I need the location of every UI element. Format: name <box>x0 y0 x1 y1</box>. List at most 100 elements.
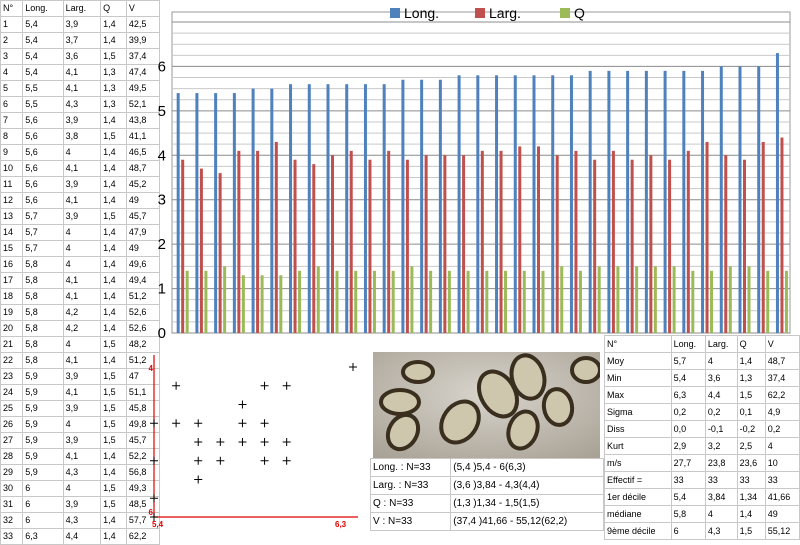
table-cell: 5,6 <box>22 176 64 193</box>
table-cell: 49,3 <box>125 480 161 497</box>
table-cell: 33 <box>0 528 24 545</box>
table-row: 4 5,4 4,1 1,3 47,4 <box>0 64 161 81</box>
bar-q <box>728 266 732 333</box>
table-row: 8 5,6 3,8 1,5 41,1 <box>0 128 161 145</box>
table-cell: 5,4 <box>670 369 706 387</box>
scatter-point <box>150 513 158 521</box>
table-cell: 5,9 <box>22 416 64 433</box>
bar-larg <box>480 150 484 333</box>
table-row: 15 5,7 4 1,4 49 <box>0 240 161 257</box>
table-cell: 1,4 <box>100 272 127 289</box>
table-header-cell: N° <box>604 335 672 353</box>
bar-q <box>653 266 657 333</box>
table-header-cell: V <box>764 335 800 353</box>
table-cell: 62,2 <box>764 386 800 404</box>
bar-chart: 0 1 2 3 4 5 6 Long. Larg. Q <box>150 0 800 345</box>
scatter-plot: 4,4 3,6 5,4 6,3 <box>142 345 370 533</box>
table-cell: 12 <box>0 192 24 209</box>
table-cell: 23 <box>0 368 24 385</box>
table-cell: 8 <box>0 128 24 145</box>
table-cell: 5,7 <box>22 208 64 225</box>
table-cell: 1,5 <box>736 386 766 404</box>
table-cell: 45,7 <box>125 208 161 225</box>
scatter-point <box>172 419 181 428</box>
scatter-point <box>260 419 269 428</box>
bar-larg <box>218 173 222 333</box>
table-cell: 5,6 <box>22 192 64 209</box>
table-cell: 52,6 <box>125 320 161 337</box>
bar-q <box>298 270 302 333</box>
bar-long <box>663 70 667 333</box>
bar-long <box>195 93 199 333</box>
table-cell: 1,5 <box>100 480 127 497</box>
bar-larg <box>462 155 466 333</box>
table-cell: 4 <box>0 64 24 81</box>
bar-q <box>672 266 676 333</box>
table-row: V : N=33 (37,4 )41,66 - 55,12(62,2) <box>369 512 604 531</box>
range-summary-table: Long. : N=33 (5,4 )5,4 - 6(6,3) Larg. : N=… <box>369 458 604 531</box>
legend-swatch <box>560 8 570 18</box>
table-cell: 5,6 <box>22 112 64 129</box>
bar-long <box>289 84 293 333</box>
table-cell: 1,4 <box>100 160 127 177</box>
table-cell: 5,4 <box>670 488 706 506</box>
table-cell: 1,5 <box>100 416 127 433</box>
table-cell: 5,6 <box>22 160 64 177</box>
table-cell: 4,3 <box>62 464 102 481</box>
table-cell: 5,7 <box>22 240 64 257</box>
table-cell: 21 <box>0 336 24 353</box>
table-cell: 4 <box>62 416 102 433</box>
table-cell: 26 <box>0 416 24 433</box>
bar-q <box>541 270 545 333</box>
table-cell: 4,3 <box>62 512 102 529</box>
scatter-point <box>260 381 269 390</box>
table-row: Effectif = 33 33 33 33 <box>604 471 800 489</box>
bar-long <box>607 70 611 333</box>
table-row: 9ème décile 6 4,3 1,5 55,12 <box>604 522 800 540</box>
table-cell: 51,2 <box>125 288 161 305</box>
table-cell: 24 <box>0 384 24 401</box>
scatter-point <box>194 475 203 484</box>
bar-larg <box>256 150 260 333</box>
table-cell: 5,8 <box>22 272 64 289</box>
table-header-row: N° Long. Larg. Q V <box>604 335 800 353</box>
table-cell: 1,5 <box>100 336 127 353</box>
table-header-row: N° Long. Larg. Q V <box>0 0 161 17</box>
bar-q <box>597 266 601 333</box>
table-cell: 27,7 <box>670 454 706 472</box>
table-cell: 25 <box>0 400 24 417</box>
table-row: 29 5,9 4,3 1,4 56,8 <box>0 464 161 481</box>
bar-long <box>401 79 405 333</box>
table-cell: 1,4 <box>100 112 127 129</box>
table-row: 12 5,6 4,1 1,4 49 <box>0 192 161 209</box>
table-cell: 29 <box>0 464 24 481</box>
bar-long <box>438 79 442 333</box>
bar-q <box>279 275 283 333</box>
table-cell: 5,8 <box>670 505 706 523</box>
y-tick-label: 3 <box>158 192 166 209</box>
table-cell: 3,84 <box>704 488 738 506</box>
table-cell: 5,8 <box>22 320 64 337</box>
table-cell: 33 <box>670 471 706 489</box>
table-cell: (1,3 )1,34 - 1,5(1,5) <box>450 494 604 513</box>
table-cell: 1,5 <box>100 432 127 449</box>
table-cell: 5,8 <box>22 352 64 369</box>
table-cell: 4,1 <box>62 352 102 369</box>
table-cell: Min <box>604 369 672 387</box>
bar-long <box>588 70 592 333</box>
bar-larg <box>405 159 409 333</box>
table-cell: 6 <box>22 480 64 497</box>
bar-long <box>345 84 349 333</box>
table-cell: 4,3 <box>704 522 738 540</box>
table-row: Q : N=33 (1,3 )1,34 - 1,5(1,5) <box>369 494 604 513</box>
bar-long <box>757 66 761 333</box>
table-row: 1er décile 5,4 3,84 1,34 41,66 <box>604 488 800 506</box>
y-tick-label: 2 <box>158 236 166 253</box>
table-cell: 5,9 <box>22 464 64 481</box>
table-cell: 4,2 <box>62 320 102 337</box>
table-cell: 6 <box>670 522 706 540</box>
bar-q <box>691 270 695 333</box>
table-cell: 3,2 <box>704 437 738 455</box>
table-cell: 5,6 <box>22 144 64 161</box>
table-row: 7 5,6 3,9 1,4 43,8 <box>0 112 161 129</box>
